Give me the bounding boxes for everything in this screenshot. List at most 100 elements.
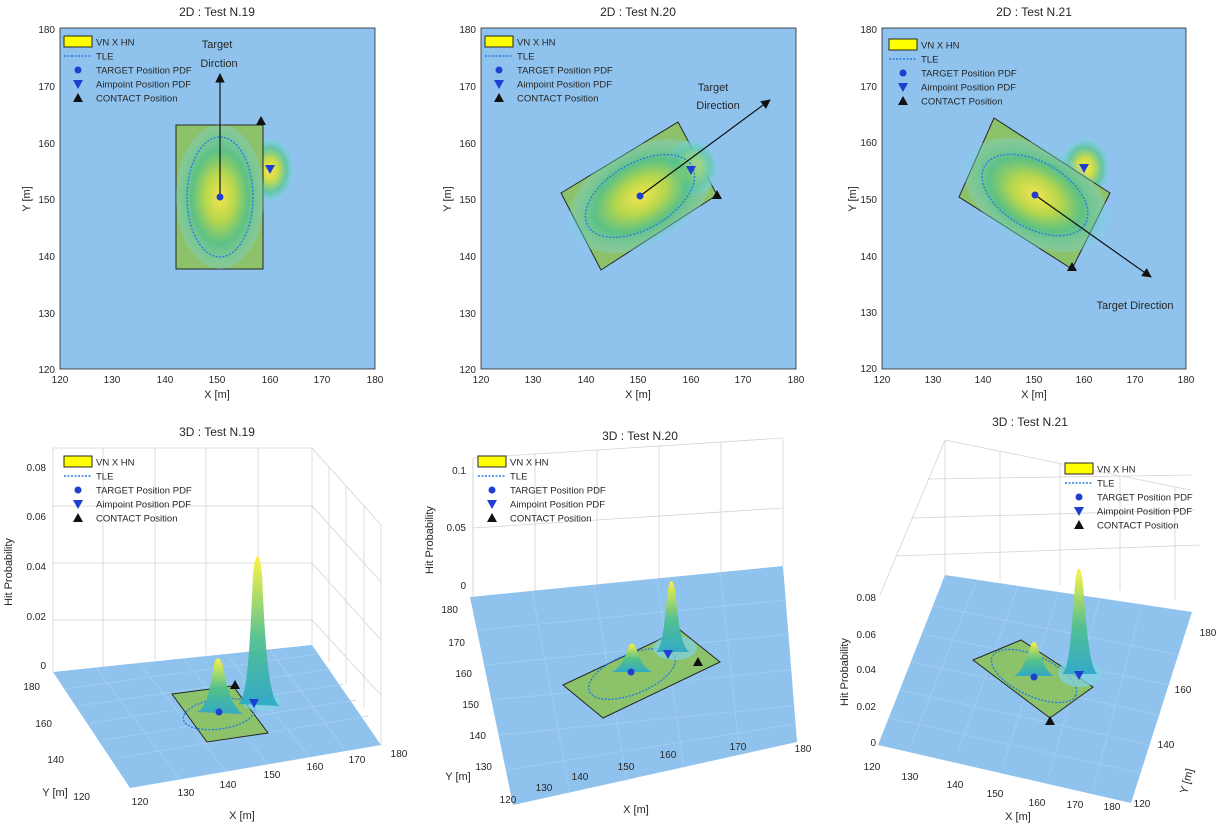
legend-label: TLE — [96, 472, 113, 483]
x-tick-label: 150 — [264, 770, 281, 781]
y-tick-label: 170 — [860, 82, 877, 93]
z-axis-label: Hit Probability — [839, 638, 851, 706]
legend-symbol — [899, 69, 907, 77]
legend-label: CONTACT Position — [96, 514, 177, 525]
y-tick-label: 180 — [860, 25, 877, 36]
legend-item: TLE — [64, 472, 113, 483]
panel-2d-test-20: 2D : Test N.20 180 170 160 150 140 130 1… — [442, 5, 805, 401]
legend-label: TLE — [510, 472, 527, 483]
target-peak — [612, 643, 652, 672]
x-tick-labels: 120 130 140 150 160 170 180 — [132, 749, 408, 808]
x-tick-label: 170 — [314, 375, 331, 386]
z-tick-labels: 0.1 0.05 0 — [447, 466, 467, 592]
legend-item: Aimpoint Position PDF — [487, 500, 605, 511]
legend-item: Aimpoint Position PDF — [898, 83, 1016, 94]
legend-item: CONTACT Position — [73, 513, 177, 525]
legend-symbol — [1075, 493, 1083, 501]
legend-item: CONTACT Position — [487, 513, 591, 525]
x-tick-label: 170 — [1127, 375, 1144, 386]
contact-marker — [1067, 262, 1077, 271]
y-axis-label: Y [m] — [1178, 767, 1196, 795]
aimpoint-peak — [238, 556, 280, 706]
legend-label: CONTACT Position — [510, 514, 591, 525]
legend-item: VN X HN — [63, 455, 135, 469]
legend-label: VN X HN — [1097, 465, 1136, 476]
contact-marker — [256, 116, 266, 125]
legend-item: TLE — [485, 52, 534, 63]
contact-marker — [1045, 716, 1055, 725]
aimpoint-peak — [656, 581, 690, 652]
legend: VN X HN TLE TARGET Position PDF Aimpoint Po… — [1064, 462, 1193, 532]
legend-label: TARGET Position PDF — [96, 66, 192, 77]
z-tick-label: 0 — [870, 738, 876, 749]
z-tick-label: 0.04 — [27, 562, 47, 573]
chart-title: 2D : Test N.20 — [600, 5, 676, 19]
legend-label: Aimpoint Position PDF — [96, 80, 191, 91]
legend-symbol — [477, 455, 507, 468]
legend-symbol — [494, 80, 504, 89]
legend-label: VN X HN — [510, 458, 549, 469]
x-tick-label: 150 — [987, 789, 1004, 800]
legend-label: TARGET Position PDF — [517, 66, 613, 77]
y-tick-label: 180 — [38, 25, 55, 36]
z-tick-label: 0.02 — [857, 702, 877, 713]
legend-symbol — [73, 513, 83, 522]
x-axis-label: X [m] — [625, 389, 651, 401]
aimpoint-marker — [663, 650, 673, 659]
y-tick-label: 180 — [459, 25, 476, 36]
x-tick-label: 180 — [788, 375, 805, 386]
legend-item: VN X HN — [477, 455, 549, 469]
y-tick-label: 130 — [38, 309, 55, 320]
y-tick-label: 180 — [23, 682, 40, 693]
z-tick-label: 0.06 — [857, 630, 877, 641]
density-overlay — [175, 124, 294, 270]
legend-label: Aimpoint Position PDF — [510, 500, 605, 511]
x-tick-label: 150 — [618, 762, 635, 773]
panel-3d-test-20: 3D : Test N.20 0.1 0.05 0 Hit Probabilit… — [424, 429, 812, 816]
legend-item: VN X HN — [1064, 462, 1136, 476]
legend-symbol — [898, 83, 908, 92]
legend-label: Aimpoint Position PDF — [517, 80, 612, 91]
legend-label: TLE — [1097, 479, 1114, 490]
x-tick-labels: 120 130 140 150 160 170 180 — [874, 375, 1195, 386]
target-marker — [216, 193, 224, 201]
z-tick-label: 0.04 — [857, 665, 877, 676]
y-tick-label: 130 — [475, 762, 492, 773]
legend-symbol — [487, 513, 497, 522]
y-tick-labels: 180 160 140 120 — [1134, 628, 1217, 810]
legend-label: TLE — [96, 52, 113, 63]
y-tick-label: 180 — [1200, 628, 1217, 639]
z-tick-label: 0.1 — [452, 466, 466, 477]
x-tick-label: 160 — [1076, 375, 1093, 386]
direction-annotation: Target Direction — [1096, 300, 1173, 312]
x-tick-label: 120 — [864, 762, 881, 773]
aimpoint-marker — [1079, 164, 1089, 173]
legend-item: Aimpoint Position PDF — [73, 80, 191, 91]
direction-arrow — [639, 99, 771, 197]
x-tick-label: 180 — [391, 749, 408, 760]
grid-3d — [472, 437, 784, 596]
legend-item: CONTACT Position — [73, 93, 177, 105]
target-marker — [627, 668, 635, 676]
y-tick-labels: 180 170 160 150 140 130 120 — [38, 25, 55, 376]
z-tick-label: 0.08 — [27, 463, 47, 474]
x-tick-label: 160 — [683, 375, 700, 386]
x-tick-label: 170 — [1067, 800, 1084, 811]
x-tick-label: 120 — [52, 375, 69, 386]
y-tick-label: 150 — [459, 195, 476, 206]
target-marker — [636, 192, 644, 200]
legend-item: VN X HN — [888, 38, 960, 52]
legend-label: Aimpoint Position PDF — [1097, 507, 1192, 518]
contact-marker — [693, 657, 703, 666]
chart-title: 3D : Test N.21 — [992, 415, 1068, 429]
z-tick-label: 0.08 — [857, 593, 877, 604]
x-axis-label: X [m] — [204, 389, 230, 401]
x-tick-label: 130 — [902, 772, 919, 783]
grid-3d — [879, 439, 1201, 600]
y-axis-label: Y [m] — [445, 771, 470, 783]
x-tick-labels: 120 130 140 150 160 170 180 — [473, 375, 805, 386]
legend-label: VN X HN — [921, 41, 960, 52]
y-tick-label: 160 — [459, 139, 476, 150]
tle-ellipse — [981, 153, 1089, 237]
aimpoint-peak — [1062, 568, 1098, 674]
